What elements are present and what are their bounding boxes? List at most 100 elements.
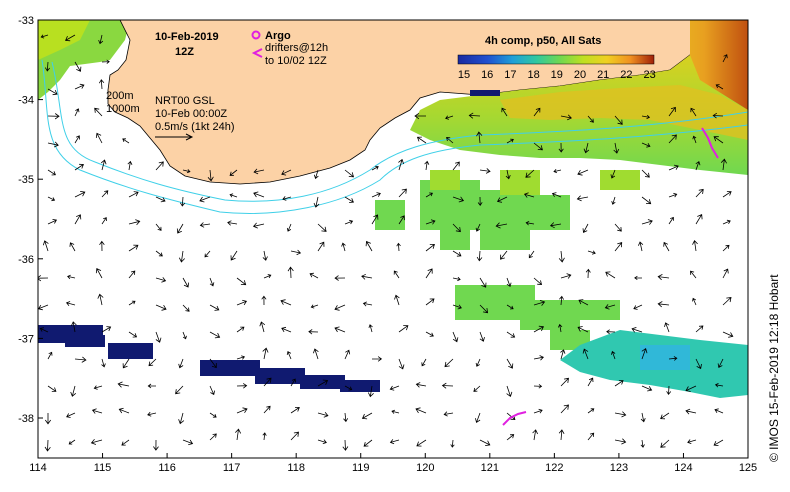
colorbar-tick-label: 21 [597,69,609,81]
current-arrow [657,301,670,308]
current-arrow [281,326,292,333]
current-arrow [209,433,217,441]
current-arrow [479,331,485,342]
current-model-label: NRT00 GSL [155,95,215,107]
current-arrow [290,431,299,441]
current-arrow [415,407,427,414]
current-arrow [640,439,645,448]
current-arrow [98,79,105,90]
current-arrow [475,223,481,232]
current-arrow [444,358,454,368]
current-arrow [525,169,535,178]
argo-label: Argo [265,30,291,42]
current-arrow [263,377,272,387]
x-tick-label: 119 [352,462,370,474]
current-arrow [641,196,652,205]
current-arrow [558,429,565,441]
current-arrow [452,276,461,282]
current-arrow [199,196,211,203]
current-arrow [38,275,49,282]
current-arrow [558,250,565,263]
current-arrow [717,358,724,369]
current-arrow [122,358,130,369]
current-arrow [398,158,404,171]
current-arrow [605,271,616,279]
current-arrow [155,250,163,257]
current-arrow [68,439,76,445]
current-arrow [236,355,246,360]
current-arrow [182,304,190,312]
current-arrow [722,297,732,306]
current-arrow [416,439,427,447]
current-arrow [695,160,701,171]
current-arrow [425,219,436,225]
current-arrow [641,219,653,225]
current-arrow [578,299,589,306]
current-arrow [690,270,697,279]
current-arrow [65,301,76,306]
current-arrow [391,409,400,414]
current-arrow [44,61,51,72]
y-tick-label: -36 [18,254,34,266]
current-arrow [290,407,300,414]
current-arrow [668,164,679,171]
drifter-label-2: to 10/02 12Z [265,55,327,67]
colorbar-tick-label: 17 [504,69,516,81]
current-arrow [74,135,80,144]
current-arrow [235,428,242,441]
drifter-track-east [701,127,719,159]
current-arrow [475,412,481,424]
current-arrow [344,349,351,360]
current-arrow [446,137,454,144]
current-arrow [587,377,594,387]
current-arrow [475,358,481,367]
current-arrow [371,356,383,362]
current-arrow [641,142,651,148]
current-arrow [722,219,731,225]
x-tick-label: 118 [287,462,305,474]
current-arrow [236,277,247,286]
colorbar-tick-label: 18 [527,69,539,81]
current-arrow [95,267,103,279]
current-arrow [74,356,87,363]
current-arrow [101,190,109,198]
colorbar-tick-label: 16 [481,69,493,81]
current-arrow [209,331,221,339]
current-arrow [551,192,562,198]
current-arrow [664,322,670,333]
current-vectors [38,34,734,452]
current-arrow [452,161,460,171]
current-arrow [506,138,514,144]
current-arrow [93,385,103,390]
current-arrow [74,214,82,225]
current-arrow [452,331,459,343]
current-arrow [549,222,562,229]
current-arrow [91,408,103,414]
current-arrow [557,323,563,333]
current-arrow [712,112,724,119]
x-tick-label: 120 [416,462,434,474]
current-arrow [148,358,157,367]
sst-shelf-warm [500,85,748,140]
y-tick-label: -35 [18,174,34,186]
current-arrow [560,404,569,414]
current-arrow [560,114,572,121]
current-arrow [577,169,589,176]
current-arrow [604,304,616,310]
colorbar-tick-label: 23 [643,69,655,81]
sst-west-warm [38,20,90,60]
current-arrow [47,88,58,96]
current-arrow [118,407,130,414]
current-arrow [479,168,491,174]
current-arrow [341,242,346,252]
current-arrow [722,54,728,63]
current-arrow [582,348,589,360]
y-axis: -33 -34 -35 -36 -37 -38 [18,15,43,425]
current-arrow [344,169,355,178]
colorbar [457,54,655,65]
x-tick-label: 123 [610,462,628,474]
current-arrow [668,356,678,361]
current-arrow [685,408,697,415]
current-arrow [101,326,112,333]
current-arrow [308,329,319,335]
